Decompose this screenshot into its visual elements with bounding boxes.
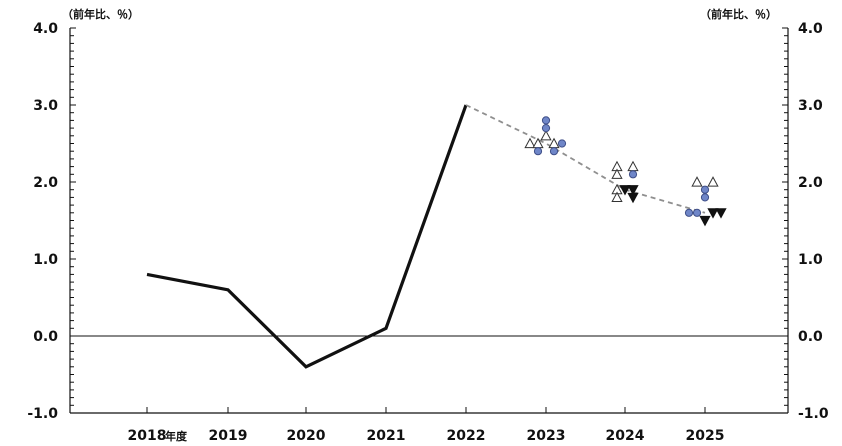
triangle-up-marker: [524, 137, 536, 149]
triangle-up-marker: [707, 176, 719, 187]
circle-marker: [549, 147, 559, 156]
right-y-tick-label: 2.0: [798, 175, 823, 191]
triangle-down-marker: [619, 185, 631, 196]
x-tick-label-2020: 2020: [287, 428, 326, 444]
right-y-tick-label: 4.0: [798, 21, 823, 37]
left-y-tick-label: -1.0: [27, 406, 58, 422]
circle-marker: [541, 116, 551, 125]
circle-marker: [684, 208, 694, 217]
triangle-up-marker: [611, 191, 623, 202]
left-y-tick-label: 2.0: [33, 175, 58, 191]
circle-marker: [700, 193, 710, 202]
triangle-down-marker: [707, 208, 719, 219]
x-axis-title: 年度: [165, 429, 188, 443]
left-y-tick-label: 4.0: [33, 21, 58, 37]
right-y-tick-label: 3.0: [798, 98, 823, 114]
triangle-down-marker: [627, 192, 639, 204]
x-tick-label-2019: 2019: [209, 428, 248, 444]
triangle-up-marker: [611, 168, 623, 179]
lines-layer: [146, 104, 706, 369]
markers-layer: [524, 116, 727, 227]
x-tick-label-2022: 2022: [447, 428, 486, 444]
right-y-tick-label: 1.0: [798, 252, 823, 268]
triangle-down-marker: [627, 185, 639, 196]
circle-marker: [533, 147, 543, 156]
circle-marker: [692, 208, 702, 217]
x-tick-label-2018: 2018: [128, 428, 167, 444]
actual-series-line: [146, 104, 468, 369]
triangle-down-marker: [699, 215, 711, 227]
left-y-tick-label: 3.0: [33, 98, 58, 114]
right-y-tick-label: 0.0: [798, 329, 823, 345]
x-tick-label-2024: 2024: [606, 428, 645, 444]
triangle-up-marker: [691, 176, 703, 187]
triangle-down-marker: [715, 208, 727, 219]
right-unit-label: （前年比、％）: [700, 7, 777, 21]
left-y-tick-label: 1.0: [33, 252, 58, 268]
circle-marker: [541, 124, 551, 133]
triangle-up-marker: [540, 129, 552, 141]
circle-marker: [557, 139, 567, 148]
left-y-tick-label: 0.0: [33, 329, 58, 345]
x-tick-label-2025: 2025: [686, 428, 725, 444]
circle-marker: [700, 185, 710, 194]
ticks-layer: 4.0 4.0 3.0 3.0 2.0 2.0 1.0 1.0 0.0 0.0 -1.0 -1.0 20…: [27, 21, 828, 444]
x-tick-label-2023: 2023: [527, 428, 566, 444]
x-tick-label-2021: 2021: [367, 428, 406, 444]
right-y-tick-label: -1.0: [798, 406, 829, 422]
circle-marker: [628, 170, 638, 179]
left-unit-label: （前年比、％）: [62, 7, 139, 21]
